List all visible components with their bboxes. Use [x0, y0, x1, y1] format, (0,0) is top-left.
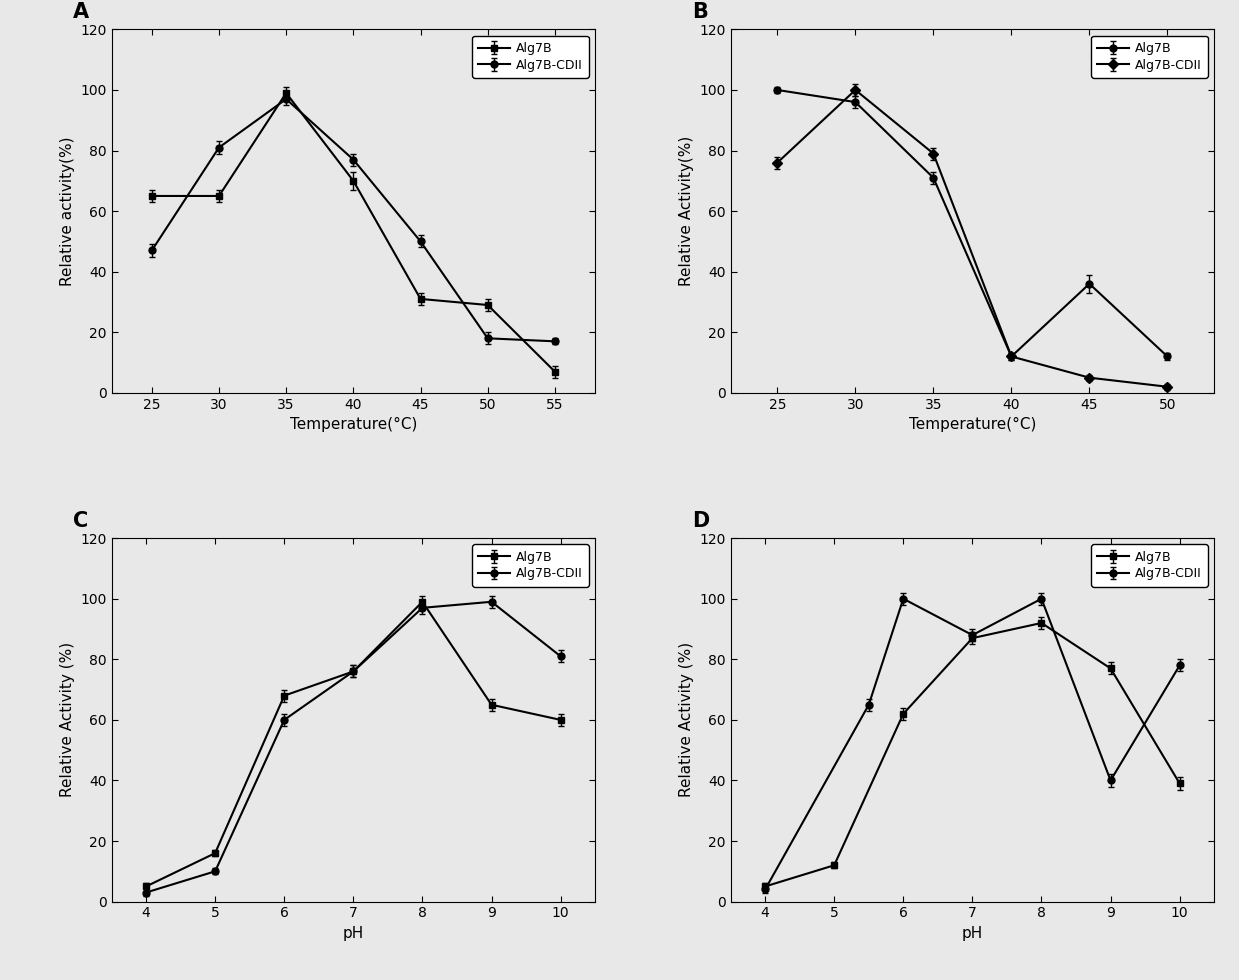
Y-axis label: Relative Activity(%): Relative Activity(%)	[679, 136, 694, 286]
X-axis label: pH: pH	[961, 926, 983, 941]
Y-axis label: Relative Activity (%): Relative Activity (%)	[679, 642, 694, 798]
Text: D: D	[691, 511, 709, 531]
Legend: Alg7B, Alg7B-CDII: Alg7B, Alg7B-CDII	[472, 545, 589, 587]
Legend: Alg7B, Alg7B-CDII: Alg7B, Alg7B-CDII	[1092, 545, 1208, 587]
Y-axis label: Relative activity(%): Relative activity(%)	[59, 136, 74, 286]
X-axis label: Temperature(°C): Temperature(°C)	[908, 417, 1036, 432]
Text: A: A	[73, 2, 89, 23]
Text: B: B	[691, 2, 707, 23]
Text: C: C	[73, 511, 88, 531]
Legend: Alg7B, Alg7B-CDII: Alg7B, Alg7B-CDII	[472, 35, 589, 77]
Y-axis label: Relative Activity (%): Relative Activity (%)	[59, 642, 74, 798]
X-axis label: pH: pH	[343, 926, 364, 941]
Legend: Alg7B, Alg7B-CDII: Alg7B, Alg7B-CDII	[1092, 35, 1208, 77]
X-axis label: Temperature(°C): Temperature(°C)	[290, 417, 418, 432]
